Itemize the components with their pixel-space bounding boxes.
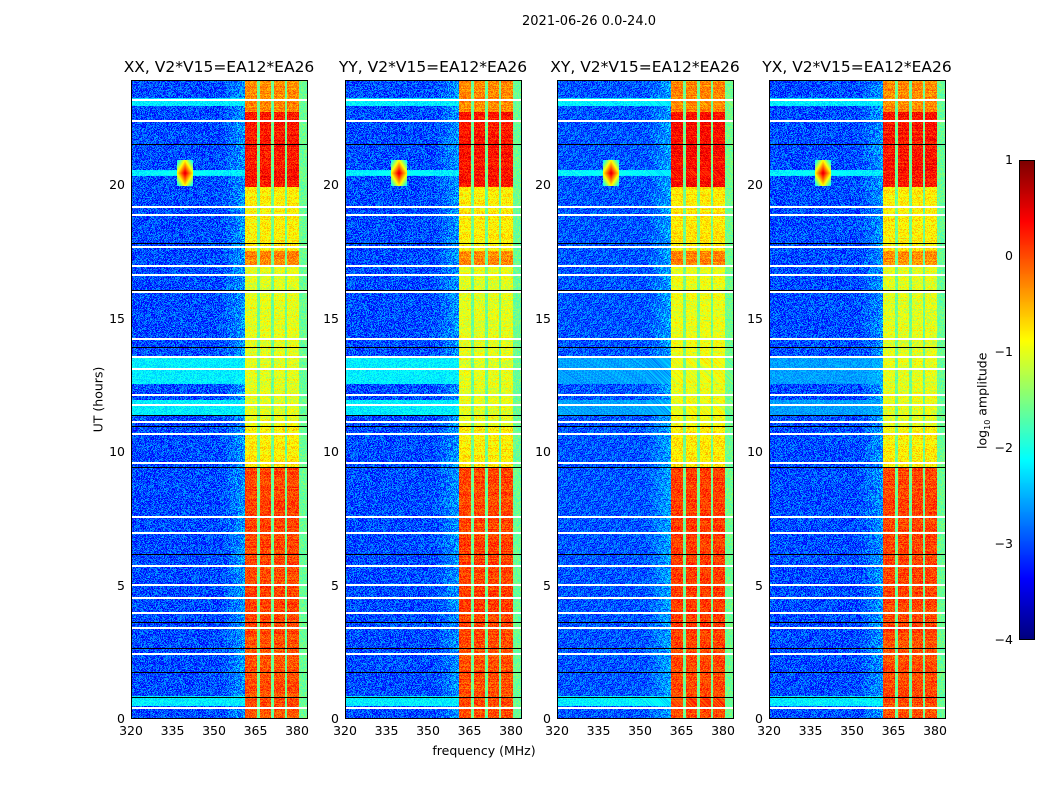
heatmap-panel [131, 80, 308, 719]
y-tick-label: 5 [755, 577, 763, 593]
x-tick-label: 365 [457, 723, 482, 738]
y-tick-label: 20 [535, 177, 551, 192]
y-tick-label: 0 [117, 711, 125, 726]
x-tick-label: 365 [669, 723, 694, 738]
figure-suptitle: 2021-06-26 0.0-24.0 [522, 14, 656, 29]
y-tick-label: 10 [747, 444, 763, 459]
heatmap-panel [345, 80, 522, 719]
x-tick-label: 380 [923, 723, 947, 738]
heatmap-canvas [770, 81, 945, 718]
y-axis-label: UT (hours) [90, 366, 106, 433]
y-tick-label: 5 [543, 577, 551, 593]
heatmap-panel [557, 80, 734, 719]
x-tick-label: 320 [757, 723, 781, 738]
x-tick-label: 350 [416, 723, 440, 738]
y-tick-label: 15 [109, 310, 125, 326]
x-tick-label: 335 [586, 723, 611, 738]
panel-title: YX, V2*V15=EA12*EA26 [762, 58, 952, 76]
x-tick-label: 320 [545, 723, 569, 738]
y-tick-label: 10 [535, 444, 551, 459]
x-tick-label: 380 [711, 723, 735, 738]
x-tick-label: 335 [374, 723, 399, 738]
colorbar-tick-label: 0 [1005, 248, 1013, 263]
colorbar-tick-label: 1 [1005, 152, 1013, 167]
y-tick-label: 20 [109, 177, 125, 192]
heatmap-panel [769, 80, 946, 719]
panel-title: YY, V2*V15=EA12*EA26 [338, 58, 528, 76]
y-tick-label: 15 [323, 310, 339, 326]
y-tick-label: 10 [109, 444, 125, 459]
x-tick-label: 320 [333, 723, 357, 738]
y-tick-label: 5 [117, 577, 125, 593]
x-tick-label: 380 [499, 723, 523, 738]
x-tick-label: 380 [285, 723, 309, 738]
y-tick-label: 15 [535, 310, 551, 326]
x-tick-label: 350 [840, 723, 864, 738]
heatmap-canvas [346, 81, 521, 718]
x-tick-label: 320 [119, 723, 143, 738]
x-tick-label: 365 [243, 723, 268, 738]
panel-title: XX, V2*V15=EA12*EA26 [123, 58, 315, 76]
panel-title: XY, V2*V15=EA12*EA26 [550, 58, 740, 76]
y-tick-label: 10 [323, 444, 339, 459]
colorbar-tick-label: −3 [994, 536, 1013, 551]
colorbar-tick-label: −4 [994, 632, 1013, 647]
x-tick-label: 335 [160, 723, 185, 738]
x-tick-label: 350 [628, 723, 652, 738]
y-tick-label: 20 [747, 177, 763, 192]
y-tick-label: 20 [323, 177, 339, 192]
colorbar [1019, 160, 1035, 640]
y-tick-label: 15 [747, 310, 763, 326]
heatmap-canvas [558, 81, 733, 718]
colorbar-tick-label: −2 [994, 440, 1013, 455]
x-tick-label: 335 [798, 723, 823, 738]
x-axis-label: frequency (MHz) [432, 743, 536, 758]
x-tick-label: 365 [881, 723, 906, 738]
y-tick-label: 0 [331, 711, 339, 726]
y-tick-label: 0 [543, 711, 551, 726]
y-tick-label: 5 [331, 577, 339, 593]
heatmap-canvas [132, 81, 307, 718]
x-tick-label: 350 [202, 723, 226, 738]
y-tick-label: 0 [755, 711, 763, 726]
colorbar-tick-label: −1 [994, 344, 1013, 359]
